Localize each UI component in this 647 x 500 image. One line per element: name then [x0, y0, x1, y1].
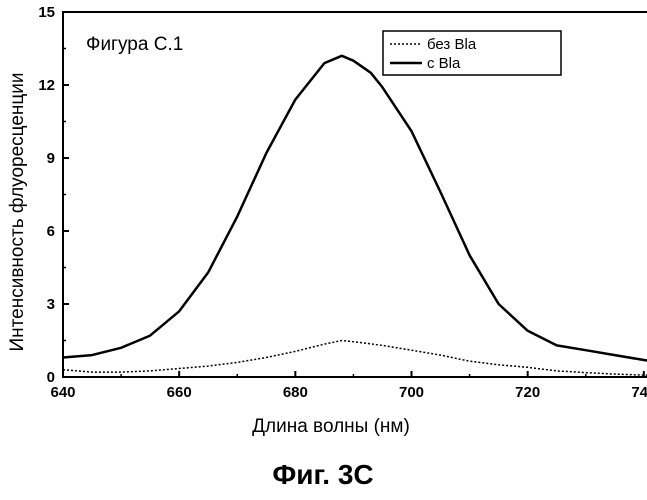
x-tick-label: 640	[50, 384, 75, 401]
series-layer	[63, 56, 647, 376]
x-axis-title: Длина волны (нм)	[252, 416, 410, 437]
x-tick-label: 700	[399, 384, 424, 401]
figure-caption: Фиг. 3C	[272, 459, 373, 490]
x-tick-label: 720	[515, 384, 540, 401]
y-tick-label: 12	[38, 77, 55, 94]
y-tick-label: 6	[47, 223, 55, 240]
legend-label-bez-bla: без Bla	[427, 36, 477, 53]
legend-label-s-bla: с Bla	[427, 55, 461, 72]
x-tick-label: 660	[167, 384, 192, 401]
y-tick-label: 9	[47, 150, 55, 167]
y-tick-label: 15	[38, 4, 55, 21]
x-axis-ticks: 640660680700720740760	[50, 371, 647, 401]
legend: без Bla с Bla	[383, 31, 561, 75]
series-line-s-bla	[63, 56, 647, 372]
y-axis-title: Интенсивность флуоресценции	[7, 73, 28, 352]
y-axis-ticks: 03691215	[38, 4, 69, 386]
x-tick-label: 740	[631, 384, 647, 401]
y-tick-label: 3	[47, 296, 55, 313]
x-tick-label: 680	[283, 384, 308, 401]
chart-title: Фигура C.1	[86, 34, 183, 55]
